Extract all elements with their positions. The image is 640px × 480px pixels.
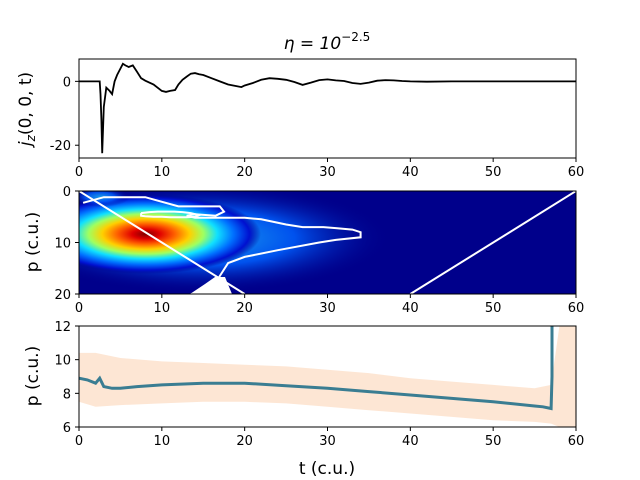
trace-x-label: t (c.u.) [299, 459, 355, 479]
heatmap-diagonal-line-right [409, 191, 576, 294]
y-tick-label: 10 [54, 237, 71, 252]
y-tick-label: 10 [54, 354, 71, 369]
y-tick-label: 20 [54, 288, 71, 303]
x-tick-label: 40 [402, 301, 419, 316]
current-line [79, 62, 576, 154]
momentum-trace-panel: 0 10 20 30 40 50 60 6 8 10 12 p (c.u.) t (c.u.) [23, 320, 584, 479]
heatmap-contour-outer [82, 196, 362, 294]
current-panel-frame [78, 58, 577, 159]
heatmap-white-patch [190, 277, 232, 294]
heatmap-contour-inner [140, 210, 203, 219]
x-tick-label: 10 [154, 434, 171, 449]
x-tick-label: 50 [485, 165, 502, 180]
current-x-ticks: 0 10 20 30 40 50 60 [75, 158, 584, 180]
y-tick-label: 0 [63, 75, 71, 90]
x-tick-label: 30 [319, 165, 336, 180]
x-tick-label: 40 [402, 165, 419, 180]
trace-y-ticks: 6 8 10 12 [54, 320, 79, 436]
heatmap-hotspot [79, 194, 261, 274]
y-tick-label: 0 [63, 185, 71, 200]
x-tick-label: 10 [154, 165, 171, 180]
x-tick-label: 10 [154, 301, 171, 316]
y-tick-label: 12 [54, 320, 71, 335]
x-tick-label: 40 [402, 434, 419, 449]
current-panel: 0 10 20 30 40 50 60 0 -20 jz(0, 0, t) [16, 58, 584, 180]
momentum-mean-line [79, 326, 554, 411]
x-tick-label: 20 [236, 434, 253, 449]
trace-x-ticks: 0 10 20 30 40 50 60 [75, 427, 584, 449]
x-tick-label: 30 [319, 301, 336, 316]
y-tick-label: -20 [50, 139, 71, 154]
trace-y-label: p (c.u.) [23, 346, 43, 406]
heatmap-x-ticks: 0 10 20 30 40 50 60 [75, 294, 584, 316]
x-tick-label: 0 [75, 165, 83, 180]
x-tick-label: 20 [236, 165, 253, 180]
x-tick-label: 20 [236, 301, 253, 316]
momentum-spread-band [79, 326, 576, 427]
current-y-label: jz(0, 0, t) [16, 72, 38, 148]
heatmap-diagonal-line-left [79, 191, 246, 294]
figure-title: η = 10−2.5 [284, 30, 371, 54]
momentum-heatmap-panel: 0 10 20 30 40 50 60 0 10 20 p (c.u.) [23, 185, 584, 316]
x-tick-label: 0 [75, 434, 83, 449]
x-tick-label: 60 [568, 301, 585, 316]
x-tick-label: 50 [485, 301, 502, 316]
x-tick-label: 60 [568, 165, 585, 180]
x-tick-label: 0 [75, 301, 83, 316]
heatmap-y-ticks: 0 10 20 [54, 185, 79, 303]
x-tick-label: 60 [568, 434, 585, 449]
x-tick-label: 30 [319, 434, 336, 449]
y-tick-label: 6 [63, 421, 71, 436]
current-y-ticks: 0 -20 [50, 75, 79, 154]
heatmap-top-edge [79, 191, 130, 207]
heatmap-y-label: p (c.u.) [23, 212, 43, 272]
y-tick-label: 8 [63, 387, 71, 402]
x-tick-label: 50 [485, 434, 502, 449]
